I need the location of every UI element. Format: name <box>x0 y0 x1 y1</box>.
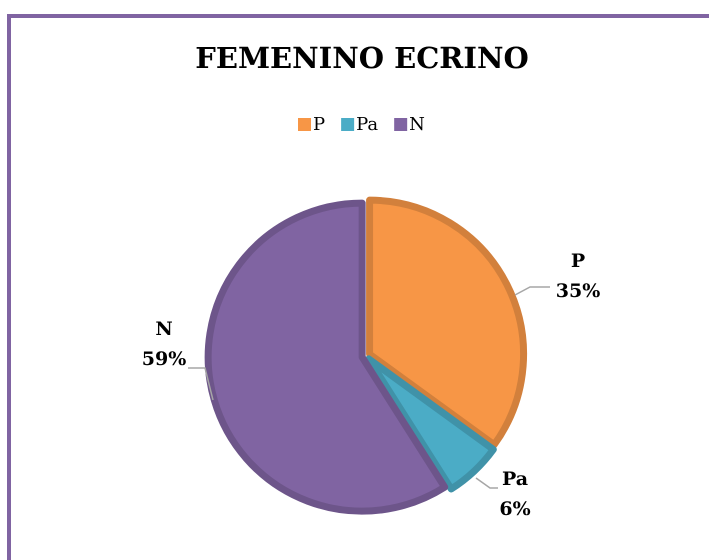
leader-line <box>188 367 214 401</box>
data-label-value: 35% <box>556 280 601 302</box>
data-label-category: P <box>571 250 585 272</box>
data-label-category: Pa <box>502 468 528 490</box>
data-label-value: 6% <box>499 498 530 520</box>
chart-title: FEMENINO ECRINO <box>195 41 528 75</box>
leader-line <box>514 286 550 296</box>
data-labels: P 35% Pa 6% N 59% <box>142 250 601 520</box>
data-label-category: N <box>155 318 172 340</box>
legend-label: N <box>409 114 425 135</box>
legend-swatch <box>394 118 408 131</box>
legend: P Pa N <box>298 114 425 135</box>
leader-line <box>475 477 498 489</box>
legend-swatch <box>341 118 355 131</box>
legend-swatch <box>298 118 311 131</box>
pie-slice <box>204 199 449 515</box>
pie <box>204 196 528 515</box>
legend-label: P <box>313 114 325 135</box>
legend-label: Pa <box>356 114 378 135</box>
pie-slice <box>365 355 497 493</box>
data-label-value: 59% <box>142 348 187 370</box>
pie-slice <box>366 196 528 449</box>
